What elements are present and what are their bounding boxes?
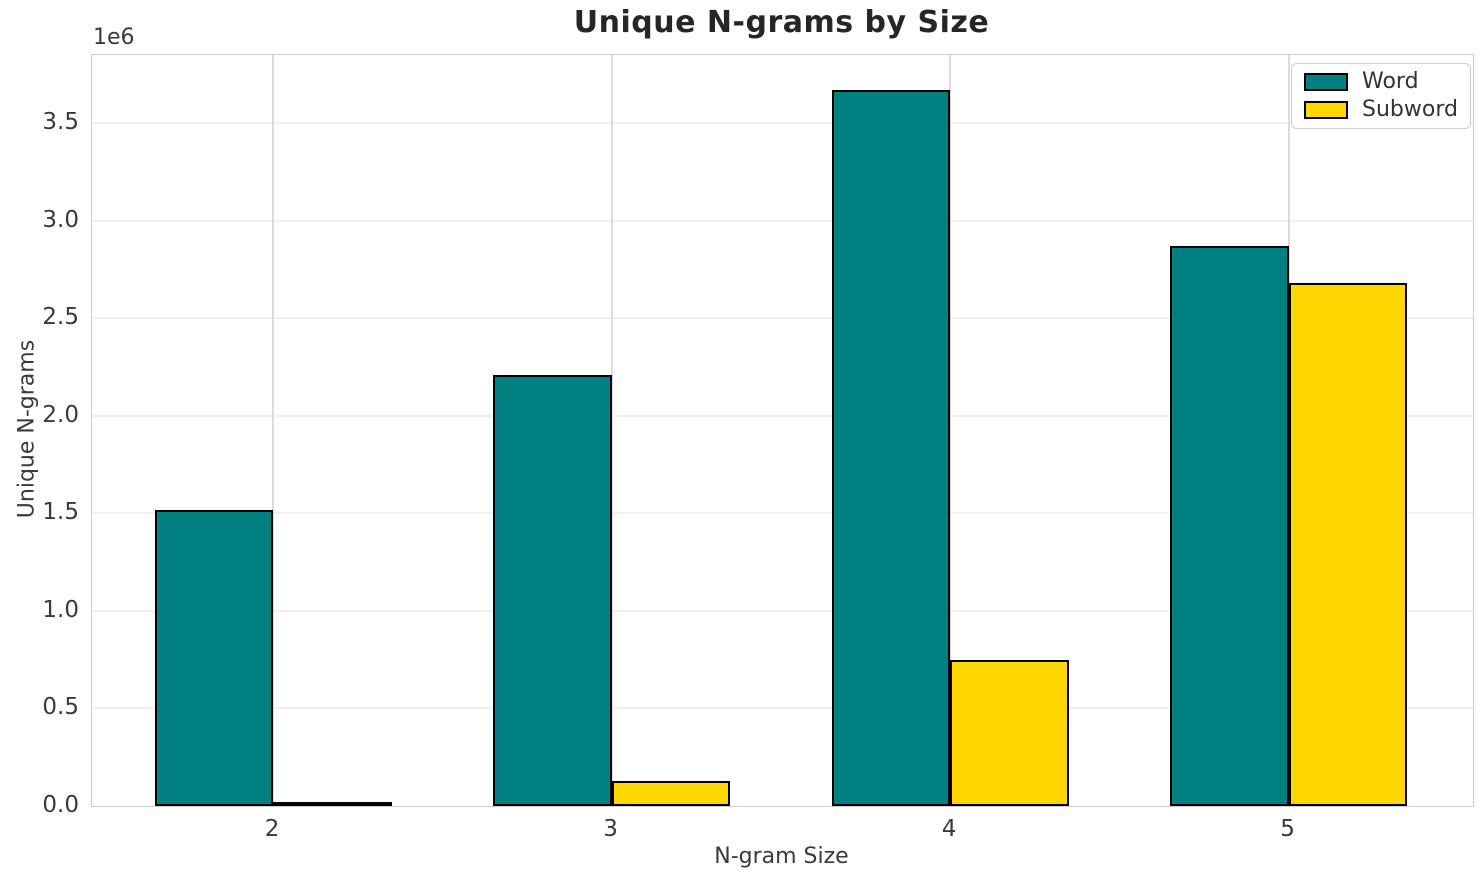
bar-word-4 [831,90,951,806]
gridline-horizontal [92,707,1473,710]
y-tick-label: 0.5 [42,694,79,721]
gridline-horizontal [92,512,1473,515]
legend: Word Subword [1291,63,1471,129]
x-axis-label: N-gram Size [714,844,849,869]
x-tick-label: 2 [264,816,280,842]
bar-subword-2 [273,802,392,806]
y-tick-label: 0.0 [42,792,79,818]
legend-label: Word [1362,69,1419,94]
y-axis-offset-text: 1e6 [93,25,135,50]
bar-word-2 [154,509,274,806]
legend-swatch-icon [1304,101,1348,119]
x-tick-label: 5 [1280,816,1295,842]
y-tick-label: 1.0 [42,596,79,623]
legend-item-subword: Subword [1304,98,1458,122]
bar-subword-3 [611,780,731,806]
gridline-vertical [610,55,613,806]
x-tick-label: 3 [603,816,618,842]
gridline-vertical [272,55,275,806]
bar-word-5 [1170,246,1289,806]
legend-item-word: Word [1304,70,1458,94]
y-tick-label: 3.5 [42,109,79,136]
bar-word-3 [493,374,612,806]
gridline-horizontal [92,219,1473,222]
legend-swatch-icon [1304,73,1348,91]
bar-subword-5 [1288,283,1407,806]
y-tick-label: 1.5 [42,499,79,526]
gridline-horizontal [92,122,1473,125]
gridline-horizontal [92,414,1473,417]
gridline-horizontal [92,609,1473,612]
x-tick-label: 4 [941,816,957,842]
y-tick-label: 2.0 [42,401,79,428]
bar-subword-4 [950,659,1069,806]
y-tick-label: 2.5 [42,304,79,331]
chart-title: Unique N-grams by Size [573,5,990,40]
plot-area [91,54,1474,807]
y-axis-label: Unique N-grams [14,339,40,519]
gridline-vertical [949,55,952,806]
gridline-horizontal [92,317,1473,320]
legend-label: Subword [1362,97,1458,122]
y-tick-label: 3.0 [42,206,79,233]
